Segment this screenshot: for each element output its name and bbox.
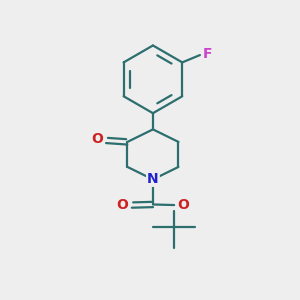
Text: O: O bbox=[178, 198, 190, 212]
Text: N: N bbox=[147, 172, 159, 186]
Text: O: O bbox=[91, 132, 103, 146]
Text: F: F bbox=[202, 46, 212, 61]
Text: O: O bbox=[116, 198, 128, 212]
